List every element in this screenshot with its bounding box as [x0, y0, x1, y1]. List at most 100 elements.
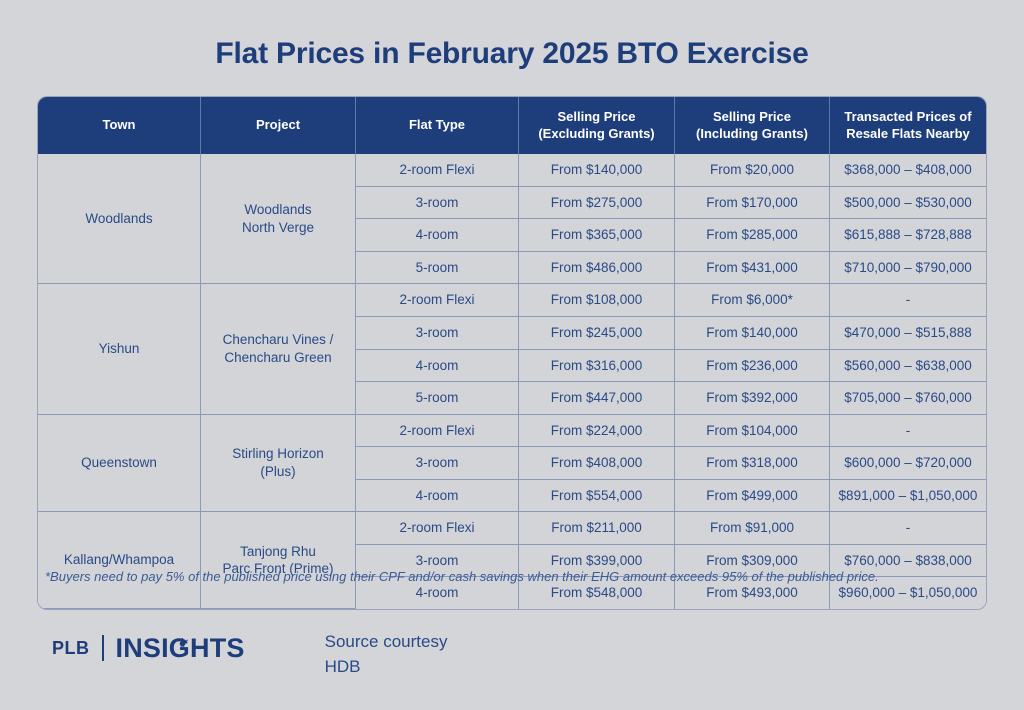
source-credit: Source courtesy HDB: [325, 628, 448, 679]
cell-transacted-resale-prices: $500,000 – $530,000: [830, 186, 986, 220]
flat-prices-table-container: Town Project Flat Type Selling Price (Ex…: [38, 97, 986, 609]
cell-selling-price-excluding-grants: From $365,000: [519, 219, 675, 252]
cell-flat-type: 4-room: [356, 349, 519, 383]
cell-project: Stirling Horizon (Plus): [201, 414, 356, 513]
cell-project-line2: (Plus): [260, 463, 296, 479]
cell-selling-price-including-grants: From $236,000: [675, 349, 830, 383]
cell-town: Queenstown: [38, 414, 201, 513]
cell-transacted-resale-prices: $600,000 – $720,000: [830, 447, 986, 480]
table-row: 3-room From $275,000 From $170,000 $500,000…: [38, 186, 986, 220]
plb-insights-logo: PLB INSIGHTS: [52, 628, 245, 668]
cell-selling-price-excluding-grants: From $554,000: [519, 479, 675, 513]
cell-project-line2: Parc Front (Prime): [222, 561, 334, 577]
cell-selling-price-excluding-grants: From $316,000: [519, 349, 675, 383]
table-row: Yishun Chencharu Vines / Chencharu Green 2-…: [38, 284, 986, 415]
cell-flat-type: 3-room: [356, 186, 519, 220]
column-header-excl-line2: (Excluding Grants): [538, 125, 655, 141]
cell-transacted-resale-prices: $960,000 – $1,050,000: [830, 577, 986, 609]
source-line-1: Source courtesy: [324, 632, 448, 651]
column-header-town: Town: [38, 97, 201, 155]
cell-selling-price-including-grants: From $140,000: [675, 316, 830, 350]
table-row: 3-room From $399,000 From $309,000 $760,000…: [38, 544, 986, 578]
cell-flat-type: 2-room Flexi: [356, 414, 519, 448]
cell-transacted-resale-prices: $470,000 – $515,888: [830, 316, 986, 350]
cell-selling-price-excluding-grants: From $211,000: [519, 512, 675, 545]
cell-selling-price-excluding-grants: From $399,000: [519, 544, 675, 578]
cell-transacted-resale-prices: $710,000 – $790,000: [830, 251, 986, 285]
column-header-resale-line2: Resale Flats Nearby: [846, 125, 970, 141]
cell-project-line2: North Verge: [241, 219, 315, 235]
cell-selling-price-excluding-grants: From $548,000: [519, 577, 675, 609]
cell-transacted-resale-prices: $760,000 – $838,000: [830, 544, 986, 578]
cell-project: Woodlands North Verge: [201, 154, 356, 285]
cell-selling-price-including-grants: From $431,000: [675, 251, 830, 285]
cell-transacted-resale-prices: $368,000 – $408,000: [830, 154, 986, 187]
cell-project-line2: Chencharu Green: [224, 350, 332, 366]
table-row: 5-room From $447,000 From $392,000 $705,000…: [38, 382, 986, 415]
cell-transacted-resale-prices: -: [830, 284, 986, 317]
cell-selling-price-excluding-grants: From $275,000: [519, 186, 675, 220]
cell-selling-price-including-grants: From $104,000: [675, 414, 830, 448]
cell-transacted-resale-prices: -: [830, 414, 986, 448]
cell-selling-price-including-grants: From $499,000: [675, 479, 830, 513]
logo-insights-text: INSIGHTS: [116, 633, 245, 664]
cell-flat-type: 5-room: [356, 251, 519, 285]
cell-transacted-resale-prices: $705,000 – $760,000: [830, 382, 986, 415]
table-row: 5-room From $486,000 From $431,000 $710,000…: [38, 251, 986, 285]
column-header-incl-line1: Selling Price: [712, 109, 792, 124]
cell-project-line1: Chencharu Vines /: [222, 332, 334, 348]
column-header-project: Project: [201, 97, 356, 155]
logo-divider: [101, 635, 104, 661]
cell-flat-type: 4-room: [356, 577, 519, 609]
cell-town: Woodlands: [38, 154, 201, 285]
logo-plb-text: PLB: [52, 637, 90, 658]
cell-selling-price-excluding-grants: From $224,000: [519, 414, 675, 448]
table-row: 4-room From $316,000 From $236,000 $560,000…: [38, 349, 986, 383]
table-row: 4-room From $365,000 From $285,000 $615,888…: [38, 219, 986, 252]
cell-flat-type: 3-room: [356, 447, 519, 480]
table-row: 4-room From $548,000 From $493,000 $960,000…: [38, 577, 986, 609]
cell-project-line1: Stirling Horizon: [232, 446, 324, 462]
cell-selling-price-excluding-grants: From $408,000: [519, 447, 675, 480]
column-header-excl-line1: Selling Price: [557, 109, 636, 124]
footnote: *Buyers need to pay 5% of the published …: [45, 569, 879, 584]
cell-flat-type: 2-room Flexi: [356, 512, 519, 545]
cell-flat-type: 3-room: [356, 316, 519, 350]
table-row: Kallang/Whampoa Tanjong Rhu Parc Front (Pr…: [38, 512, 986, 609]
table-row: 3-room From $408,000 From $318,000 $600,000…: [38, 447, 986, 480]
cell-project-line1: Tanjong Rhu: [240, 543, 316, 559]
table-row: Woodlands Woodlands North Verge 2-room Flex…: [38, 154, 986, 285]
cell-flat-type: 4-room: [356, 479, 519, 513]
lightbulb-icon: [176, 627, 189, 650]
table-row: Queenstown Stirling Horizon (Plus) 2-room F…: [38, 414, 986, 513]
flat-prices-table: Town Project Flat Type Selling Price (Ex…: [38, 97, 986, 609]
cell-selling-price-including-grants: From $6,000*: [675, 284, 830, 317]
cell-selling-price-excluding-grants: From $245,000: [519, 316, 675, 350]
cell-town: Yishun: [38, 284, 201, 415]
cell-selling-price-excluding-grants: From $447,000: [519, 382, 675, 415]
footer: PLB INSIGHTS Source courtesy: [52, 628, 447, 679]
cell-project-line1: Woodlands: [244, 202, 312, 218]
cell-transacted-resale-prices: -: [830, 512, 986, 545]
cell-selling-price-including-grants: From $318,000: [675, 447, 830, 480]
cell-flat-type: 2-room Flexi: [356, 154, 519, 187]
cell-project: Chencharu Vines / Chencharu Green: [201, 284, 356, 415]
column-header-flat-type: Flat Type: [356, 97, 519, 155]
cell-selling-price-excluding-grants: From $140,000: [519, 154, 675, 187]
cell-transacted-resale-prices: $560,000 – $638,000: [830, 349, 986, 383]
column-header-transacted-resale-prices: Transacted Prices of Resale Flats Nearby: [830, 97, 986, 155]
cell-selling-price-including-grants: From $309,000: [675, 544, 830, 578]
table-row: 3-room From $245,000 From $140,000 $470,000…: [38, 316, 986, 350]
column-header-resale-line1: Transacted Prices of: [844, 109, 972, 124]
cell-selling-price-including-grants: From $285,000: [675, 219, 830, 252]
cell-flat-type: 3-room: [356, 544, 519, 578]
column-header-incl-line2: (Including Grants): [696, 125, 808, 141]
table-header-row: Town Project Flat Type Selling Price (Ex…: [38, 97, 986, 155]
cell-selling-price-including-grants: From $20,000: [675, 154, 830, 187]
source-line-2: HDB: [324, 656, 361, 676]
cell-flat-type: 5-room: [356, 382, 519, 415]
column-header-selling-price-excluding-grants: Selling Price (Excluding Grants): [519, 97, 675, 155]
table-row: 4-room From $554,000 From $499,000 $891,000…: [38, 479, 986, 513]
cell-town: Kallang/Whampoa: [38, 512, 201, 609]
